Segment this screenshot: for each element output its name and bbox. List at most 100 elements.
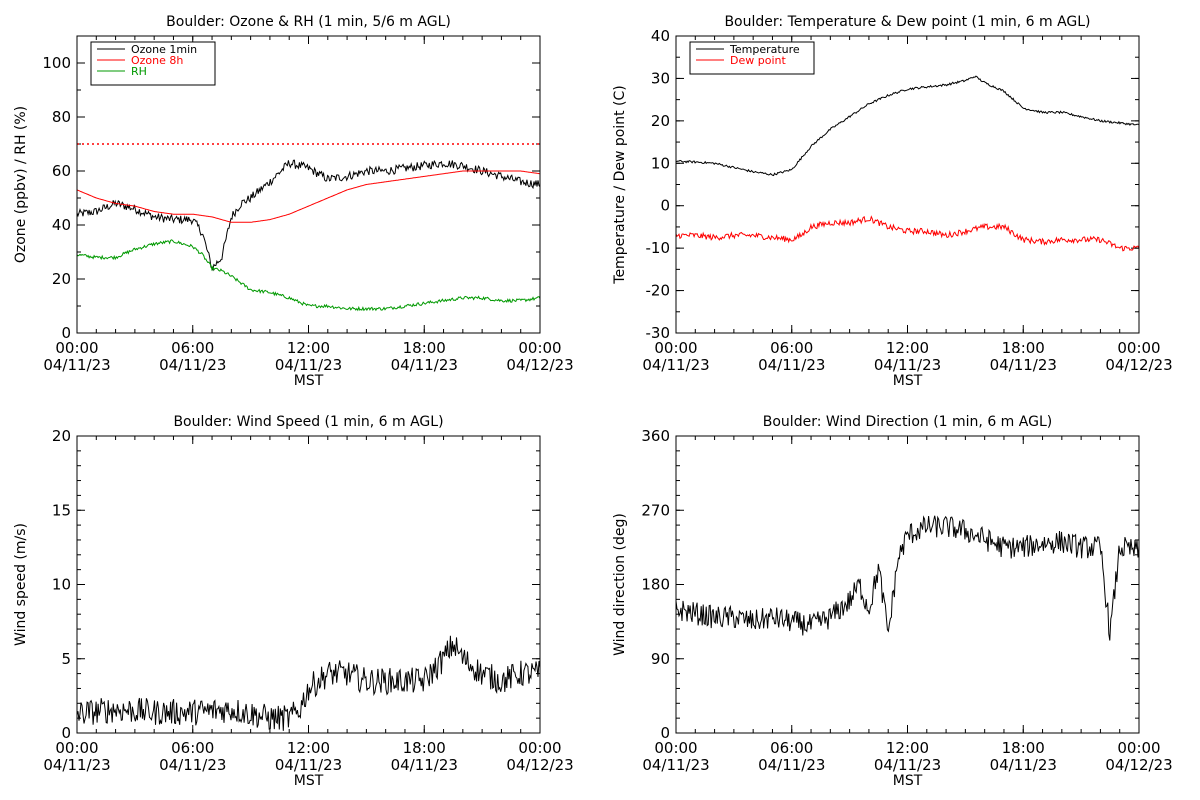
x-tick-date: 04/11/23 bbox=[874, 756, 941, 774]
series-line-wspd bbox=[77, 635, 540, 731]
y-tick-label: 40 bbox=[52, 216, 71, 234]
plot-frame bbox=[675, 435, 1140, 734]
series-line-dew-point bbox=[676, 215, 1139, 252]
x-tick-date: 04/11/23 bbox=[391, 756, 458, 774]
chart-title: Boulder: Wind Speed (1 min, 6 m AGL) bbox=[173, 414, 443, 430]
legend-label: Ozone 8h bbox=[131, 54, 183, 67]
plot-frame bbox=[76, 435, 541, 734]
legend-label: RH bbox=[131, 65, 147, 78]
y-tick-label: 0 bbox=[61, 724, 71, 742]
x-tick-date: 04/11/23 bbox=[758, 756, 825, 774]
y-tick-label: 20 bbox=[52, 270, 71, 288]
x-tick-time: 00:00 bbox=[55, 739, 98, 757]
series-line-temperature bbox=[676, 75, 1139, 177]
x-tick-date: 04/11/23 bbox=[642, 756, 709, 774]
y-tick-label: 100 bbox=[42, 54, 71, 72]
plot-frame bbox=[675, 35, 1140, 334]
series-line-ozone-8h bbox=[77, 170, 540, 223]
x-tick-date: 04/11/23 bbox=[275, 356, 342, 374]
x-axis-label: MST bbox=[294, 773, 324, 789]
x-tick-date: 04/11/23 bbox=[43, 356, 110, 374]
y-tick-label: 20 bbox=[651, 112, 670, 130]
x-tick-time: 18:00 bbox=[403, 339, 446, 357]
y-tick-label: 10 bbox=[52, 576, 71, 594]
y-tick-label: 360 bbox=[641, 427, 670, 445]
y-tick-label: 60 bbox=[52, 162, 71, 180]
y-tick-label: 0 bbox=[61, 324, 71, 342]
x-tick-time: 12:00 bbox=[287, 339, 330, 357]
series-line-wdir bbox=[676, 515, 1139, 641]
chart-panel-wspd: Boulder: Wind Speed (1 min, 6 m AGL) 0 5 10… bbox=[13, 414, 574, 789]
chart-panel-temp: Boulder: Temperature & Dew point (1 min,… bbox=[612, 14, 1173, 389]
x-tick-time: 00:00 bbox=[518, 339, 561, 357]
y-tick-label: 15 bbox=[52, 501, 71, 519]
y-tick-label: 80 bbox=[52, 108, 71, 126]
x-tick-time: 18:00 bbox=[1002, 339, 1045, 357]
legend-label: Temperature bbox=[729, 43, 800, 56]
y-tick-label: 40 bbox=[651, 27, 670, 45]
legend-box bbox=[689, 41, 815, 75]
x-tick-time: 00:00 bbox=[1117, 339, 1160, 357]
chart-panel-wdir: Boulder: Wind Direction (1 min, 6 m AGL)… bbox=[612, 414, 1173, 789]
y-tick-label: 90 bbox=[651, 650, 670, 668]
y-tick-label: 10 bbox=[651, 154, 670, 172]
chart-panel-ozone: Boulder: Ozone & RH (1 min, 5/6 m AGL) 0 2… bbox=[13, 14, 574, 389]
x-tick-time: 00:00 bbox=[55, 339, 98, 357]
x-tick-time: 06:00 bbox=[770, 739, 813, 757]
x-tick-date: 04/11/23 bbox=[990, 756, 1057, 774]
plot-frame bbox=[76, 35, 541, 334]
x-axis-label: MST bbox=[893, 373, 923, 389]
legend-label: Ozone 1min bbox=[131, 43, 197, 56]
y-axis-label: Wind direction (deg) bbox=[612, 513, 628, 656]
y-tick-label: -10 bbox=[646, 239, 671, 257]
x-tick-time: 18:00 bbox=[403, 739, 446, 757]
series-line-rh bbox=[77, 239, 540, 312]
x-tick-time: 00:00 bbox=[518, 739, 561, 757]
chart-title: Boulder: Temperature & Dew point (1 min,… bbox=[724, 14, 1090, 30]
x-axis-label: MST bbox=[294, 373, 324, 389]
x-tick-time: 00:00 bbox=[1117, 739, 1160, 757]
plot-area bbox=[77, 635, 540, 731]
y-tick-label: 30 bbox=[651, 69, 670, 87]
y-tick-label: 180 bbox=[641, 576, 670, 594]
y-tick-label: 0 bbox=[660, 197, 670, 215]
x-tick-time: 00:00 bbox=[654, 339, 697, 357]
y-tick-label: 20 bbox=[52, 427, 71, 445]
x-axis-label: MST bbox=[893, 773, 923, 789]
chart-title: Boulder: Wind Direction (1 min, 6 m AGL) bbox=[763, 414, 1052, 430]
y-tick-label: 0 bbox=[660, 724, 670, 742]
y-tick-label: -20 bbox=[646, 282, 671, 300]
x-tick-time: 12:00 bbox=[886, 339, 929, 357]
y-tick-label: 5 bbox=[61, 650, 71, 668]
x-tick-date: 04/12/23 bbox=[506, 756, 573, 774]
x-tick-date: 04/11/23 bbox=[275, 756, 342, 774]
x-tick-time: 06:00 bbox=[770, 339, 813, 357]
x-tick-date: 04/12/23 bbox=[1105, 756, 1172, 774]
x-tick-date: 04/11/23 bbox=[642, 356, 709, 374]
plot-area bbox=[676, 75, 1139, 252]
x-tick-date: 04/11/23 bbox=[159, 356, 226, 374]
plot-area bbox=[77, 143, 540, 312]
x-tick-date: 04/11/23 bbox=[159, 756, 226, 774]
plot-area bbox=[676, 515, 1139, 641]
x-tick-date: 04/11/23 bbox=[874, 356, 941, 374]
x-tick-time: 12:00 bbox=[886, 739, 929, 757]
x-tick-time: 18:00 bbox=[1002, 739, 1045, 757]
y-axis-label: Temperature / Dew point (C) bbox=[612, 85, 628, 284]
series-line-ozone-1min bbox=[77, 159, 540, 272]
x-tick-date: 04/12/23 bbox=[1105, 356, 1172, 374]
chart-title: Boulder: Ozone & RH (1 min, 5/6 m AGL) bbox=[166, 14, 451, 30]
x-tick-date: 04/11/23 bbox=[758, 356, 825, 374]
x-tick-date: 04/12/23 bbox=[506, 356, 573, 374]
y-axis-label: Ozone (ppbv) / RH (%) bbox=[13, 106, 29, 263]
y-tick-label: -30 bbox=[646, 324, 671, 342]
legend-label: Dew point bbox=[730, 54, 786, 67]
y-tick-label: 270 bbox=[641, 501, 670, 519]
x-tick-date: 04/11/23 bbox=[990, 356, 1057, 374]
x-tick-time: 06:00 bbox=[171, 739, 214, 757]
x-tick-time: 00:00 bbox=[654, 739, 697, 757]
x-tick-time: 12:00 bbox=[287, 739, 330, 757]
